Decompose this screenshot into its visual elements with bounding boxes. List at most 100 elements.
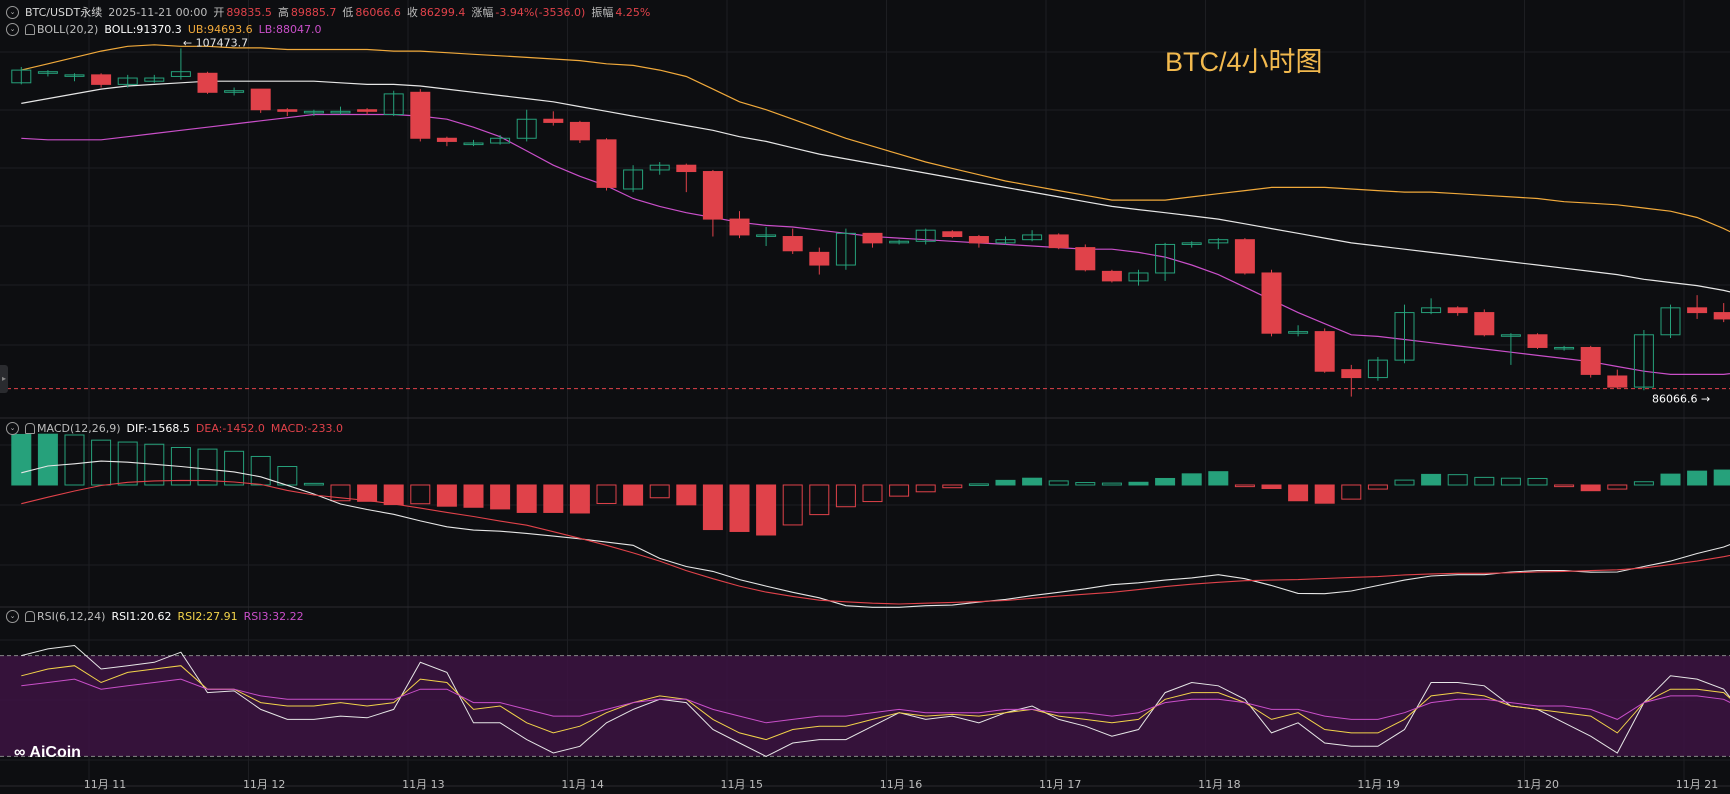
macd-bar-negative bbox=[1341, 484, 1362, 500]
x-tick-label: 11月 11 bbox=[84, 778, 127, 791]
rsi3-value: RSI3:32.22 bbox=[243, 610, 304, 623]
macd-bar-positive bbox=[1048, 480, 1069, 486]
candle-down bbox=[1075, 247, 1096, 271]
candle-up bbox=[1554, 346, 1575, 350]
x-tick-label: 11月 21 bbox=[1676, 778, 1719, 791]
candle-down bbox=[1341, 369, 1362, 379]
macd-bar-positive bbox=[1075, 482, 1096, 486]
candle-down bbox=[357, 109, 378, 112]
boll-ub-value: UB:94693.6 bbox=[187, 23, 253, 36]
candle-up bbox=[1128, 272, 1149, 282]
candle-down bbox=[1527, 334, 1548, 348]
candle-up bbox=[330, 110, 351, 114]
macd-bar-positive bbox=[1208, 471, 1229, 486]
boll-mid-line bbox=[21, 80, 1730, 293]
candle-up bbox=[117, 77, 138, 85]
high-value: 89885.7 bbox=[290, 5, 337, 19]
boll-lb-value: LB:88047.0 bbox=[258, 23, 322, 36]
candle-down bbox=[1101, 270, 1122, 282]
candle-up bbox=[756, 234, 777, 237]
macd-bar-negative bbox=[1314, 484, 1335, 504]
macd-bar-negative bbox=[330, 484, 351, 502]
macd-bar-negative bbox=[516, 484, 537, 513]
candle-up bbox=[144, 77, 165, 82]
candle-down bbox=[250, 88, 271, 111]
expand-handle[interactable]: ▸ bbox=[0, 365, 8, 393]
candle-up bbox=[463, 142, 484, 146]
candle-up bbox=[490, 137, 511, 144]
candle-up bbox=[11, 69, 32, 84]
candle-down bbox=[1261, 272, 1282, 334]
collapse-icon[interactable]: ⌄ bbox=[6, 610, 19, 623]
rsi3-line bbox=[21, 678, 1730, 724]
macd-bar-negative bbox=[1554, 484, 1575, 488]
macd-bar-negative bbox=[463, 484, 484, 508]
boll-label: BOLL(20,2) bbox=[37, 23, 99, 36]
bell-icon[interactable] bbox=[25, 24, 35, 35]
macd-bar-positive bbox=[1447, 474, 1468, 486]
collapse-icon[interactable]: ⌄ bbox=[6, 23, 19, 36]
macd-bar-positive bbox=[303, 482, 324, 486]
macd-bar-negative bbox=[1288, 484, 1309, 502]
macd-bar-positive bbox=[277, 466, 298, 486]
candle-up bbox=[1367, 359, 1388, 379]
macd-bar-positive bbox=[1155, 477, 1176, 486]
macd-bar-negative bbox=[357, 484, 378, 502]
bell-icon[interactable] bbox=[25, 611, 35, 622]
macd-bar-negative bbox=[942, 484, 963, 489]
macd-dea-line bbox=[21, 479, 1730, 605]
aicoin-logo-icon: ∞ bbox=[14, 744, 26, 761]
macd-bar-positive bbox=[1474, 476, 1495, 486]
low-value: 86066.6 bbox=[355, 5, 401, 19]
symbol-label: BTC/USDT永续 bbox=[25, 6, 103, 19]
candle-down bbox=[1234, 239, 1255, 274]
macd-bar-positive bbox=[1713, 469, 1730, 486]
macd-bar-positive bbox=[1500, 477, 1521, 486]
logo-text: AiCoin bbox=[29, 744, 81, 761]
macd-bar-negative bbox=[889, 484, 910, 497]
boll-legend: ⌄ BOLL(20,2) BOLL:91370.3 UB:94693.6 LB:… bbox=[6, 23, 321, 36]
macd-bar-negative bbox=[809, 484, 830, 516]
candle-down bbox=[596, 139, 617, 188]
macd-bar-positive bbox=[1394, 479, 1415, 486]
macd-bar-negative bbox=[1580, 484, 1601, 492]
macd-bar-negative bbox=[623, 484, 644, 506]
candle-up bbox=[303, 110, 324, 114]
macd-bar-positive bbox=[64, 434, 85, 486]
boll-upper-line bbox=[21, 44, 1730, 233]
x-tick-label: 11月 14 bbox=[561, 778, 604, 791]
candle-up bbox=[1421, 307, 1442, 314]
candle-down bbox=[543, 118, 564, 123]
candle-up bbox=[516, 118, 537, 139]
candle-up bbox=[383, 93, 404, 115]
macd-bar-positive bbox=[250, 455, 271, 486]
candle-up bbox=[649, 164, 670, 171]
candle-down bbox=[1687, 307, 1708, 314]
candle-up bbox=[224, 90, 245, 93]
macd-bar-negative bbox=[490, 484, 511, 510]
candle-up bbox=[835, 232, 856, 266]
candle-down bbox=[197, 72, 218, 93]
collapse-icon[interactable]: ⌄ bbox=[6, 5, 19, 19]
bell-icon[interactable] bbox=[25, 423, 35, 434]
x-tick-label: 11月 19 bbox=[1357, 778, 1400, 791]
macd-bar-positive bbox=[1421, 473, 1442, 486]
candle-down bbox=[702, 171, 723, 220]
macd-bar-negative bbox=[835, 484, 856, 508]
candle-down bbox=[91, 74, 112, 85]
macd-bar-negative bbox=[729, 484, 750, 532]
macd-bar-positive bbox=[91, 439, 112, 486]
collapse-icon[interactable]: ⌄ bbox=[6, 422, 19, 435]
macd-bar-positive bbox=[11, 433, 32, 486]
candle-up bbox=[1155, 243, 1176, 274]
macd-bar-positive bbox=[1022, 477, 1043, 486]
candle-up bbox=[1633, 334, 1654, 388]
candle-down bbox=[1580, 346, 1601, 375]
high-price-marker: ← 107473.7 bbox=[183, 36, 248, 49]
macd-bar-positive bbox=[117, 441, 138, 486]
x-tick-label: 11月 20 bbox=[1517, 778, 1560, 791]
candle-down bbox=[676, 164, 697, 173]
low-label: 低 bbox=[342, 6, 354, 19]
candle-down bbox=[1607, 375, 1628, 388]
